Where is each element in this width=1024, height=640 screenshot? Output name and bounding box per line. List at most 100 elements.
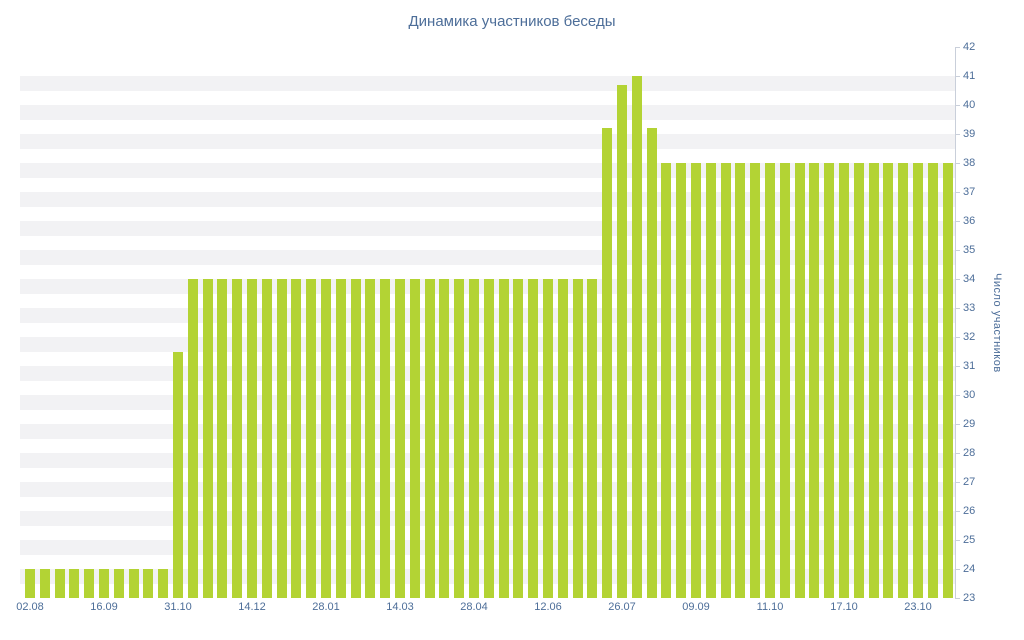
y-tick-label: 34 bbox=[963, 273, 976, 285]
bar bbox=[113, 569, 124, 598]
bar bbox=[483, 279, 494, 598]
bar bbox=[439, 279, 450, 598]
bar bbox=[735, 163, 746, 598]
bar bbox=[69, 569, 80, 598]
bar bbox=[720, 163, 731, 598]
y-tick bbox=[956, 134, 960, 135]
bar bbox=[217, 279, 228, 598]
y-tick-label: 36 bbox=[963, 215, 976, 227]
x-tick-label: 09.09 bbox=[682, 601, 710, 613]
bar bbox=[187, 279, 198, 598]
bar bbox=[528, 279, 539, 598]
bar bbox=[913, 163, 923, 598]
y-axis-title: Число участников bbox=[991, 47, 1003, 598]
bar bbox=[335, 279, 346, 598]
y-tick bbox=[956, 511, 960, 512]
x-tick-label: 11.10 bbox=[756, 601, 784, 613]
x-tick-label: 31.10 bbox=[164, 601, 192, 613]
y-tick-label: 25 bbox=[963, 534, 976, 546]
y-tick bbox=[956, 337, 960, 338]
bar bbox=[617, 84, 627, 598]
bar bbox=[409, 279, 420, 598]
bar bbox=[898, 163, 909, 598]
bar bbox=[661, 163, 672, 598]
bar bbox=[454, 279, 465, 598]
y-tick bbox=[956, 192, 960, 193]
y-tick bbox=[956, 453, 960, 454]
bar bbox=[676, 163, 687, 598]
y-tick bbox=[956, 482, 960, 483]
plot-area bbox=[20, 47, 955, 598]
x-tick-label: 02.08 bbox=[16, 601, 44, 613]
bar bbox=[424, 279, 435, 598]
bar bbox=[276, 279, 287, 598]
x-tick-label: 14.12 bbox=[238, 601, 266, 613]
bar bbox=[942, 163, 953, 598]
bar bbox=[557, 279, 568, 598]
y-tick-label: 29 bbox=[963, 418, 976, 430]
x-tick-label: 28.01 bbox=[312, 601, 340, 613]
bar bbox=[691, 163, 701, 598]
y-tick bbox=[956, 598, 960, 599]
y-tick-label: 31 bbox=[963, 360, 976, 372]
bar bbox=[602, 128, 613, 598]
x-tick-label: 28.04 bbox=[460, 601, 488, 613]
bar bbox=[365, 279, 376, 598]
y-tick-label: 24 bbox=[963, 563, 976, 575]
bar bbox=[705, 163, 716, 598]
x-tick-label: 26.07 bbox=[608, 601, 636, 613]
bar bbox=[128, 569, 139, 598]
bar bbox=[395, 279, 405, 598]
bar bbox=[469, 279, 479, 598]
x-tick-label: 14.03 bbox=[386, 601, 414, 613]
y-tick bbox=[956, 76, 960, 77]
x-tick-label: 23.10 bbox=[904, 601, 932, 613]
y-tick-label: 30 bbox=[963, 389, 976, 401]
bar bbox=[173, 351, 183, 598]
bar bbox=[839, 163, 849, 598]
y-tick-label: 28 bbox=[963, 447, 976, 459]
y-tick bbox=[956, 540, 960, 541]
y-tick-label: 40 bbox=[963, 99, 976, 111]
bar bbox=[883, 163, 894, 598]
y-tick bbox=[956, 250, 960, 251]
y-tick-label: 42 bbox=[963, 41, 976, 53]
bar bbox=[750, 163, 761, 598]
bar bbox=[350, 279, 361, 598]
x-tick-label: 16.09 bbox=[90, 601, 118, 613]
bar bbox=[646, 128, 657, 598]
bar bbox=[631, 76, 642, 598]
bar bbox=[158, 569, 169, 598]
bar bbox=[809, 163, 820, 598]
bar bbox=[54, 569, 65, 598]
y-tick bbox=[956, 424, 960, 425]
y-tick bbox=[956, 47, 960, 48]
bar bbox=[39, 569, 50, 598]
bar bbox=[99, 569, 109, 598]
bar bbox=[868, 163, 879, 598]
y-tick-label: 37 bbox=[963, 186, 976, 198]
y-tick bbox=[956, 569, 960, 570]
bar bbox=[321, 279, 331, 598]
bar bbox=[572, 279, 583, 598]
bar bbox=[143, 569, 154, 598]
bar bbox=[543, 279, 553, 598]
y-tick bbox=[956, 163, 960, 164]
y-tick-label: 27 bbox=[963, 476, 976, 488]
bar bbox=[232, 279, 243, 598]
bar bbox=[380, 279, 391, 598]
bar bbox=[513, 279, 524, 598]
y-tick bbox=[956, 221, 960, 222]
bar bbox=[498, 279, 509, 598]
y-tick bbox=[956, 366, 960, 367]
y-tick-label: 41 bbox=[963, 70, 976, 82]
y-tick bbox=[956, 105, 960, 106]
bar bbox=[84, 569, 95, 598]
chart-title: Динамика участников беседы bbox=[408, 13, 616, 30]
bar bbox=[202, 279, 213, 598]
y-tick-label: 26 bbox=[963, 505, 976, 517]
bar bbox=[765, 163, 775, 598]
bar bbox=[927, 163, 938, 598]
x-tick-label: 12.06 bbox=[534, 601, 562, 613]
